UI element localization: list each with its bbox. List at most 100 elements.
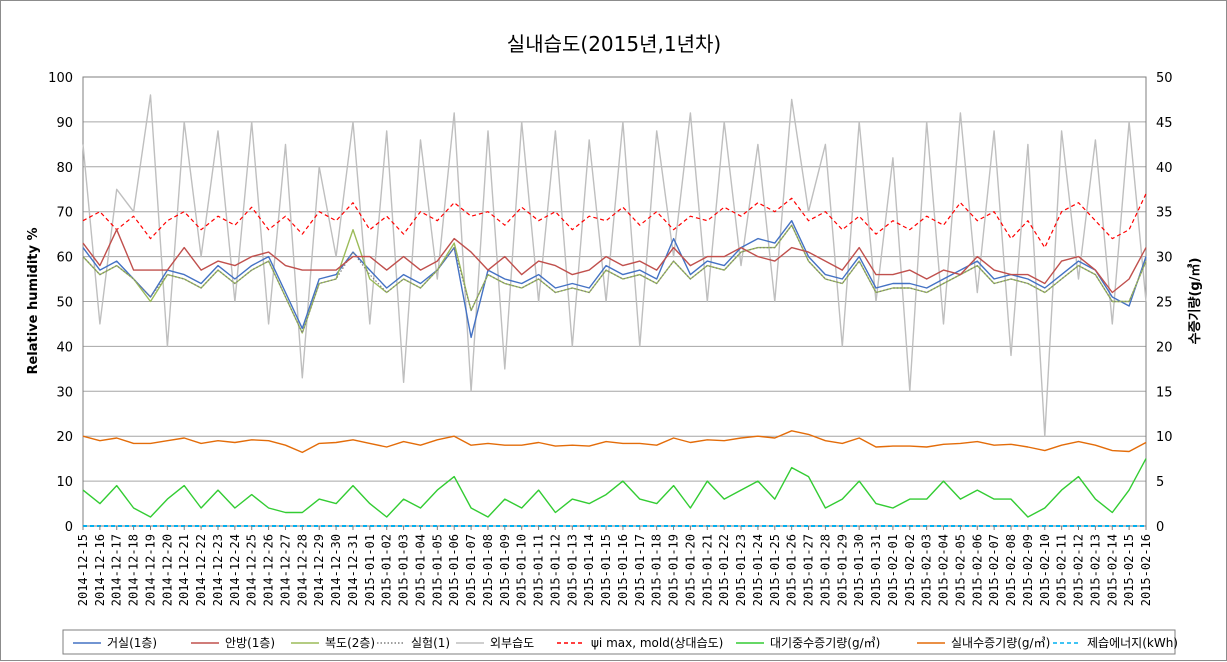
- x-tick-label: 2015-02-14: [1105, 534, 1119, 606]
- x-axis-ticks: 2014-12-15 2014-12-16 2014-12-17 2014-12-18…: [76, 526, 1153, 606]
- x-tick-label: 2014-12-30: [329, 534, 343, 606]
- y-axis-ticks: 0 10 20 30 40 50 60 70 80 90 100: [48, 71, 73, 535]
- y-axis-label: Relative humidity %: [26, 227, 41, 374]
- x-tick-label: 2015-02-15: [1122, 534, 1136, 606]
- x-tick-label: 2014-12-28: [295, 534, 309, 606]
- x-tick-label: 2015-01-10: [515, 534, 529, 606]
- x-tick-label: 2015-01-31: [869, 534, 883, 606]
- series-line: [82, 458, 1147, 518]
- y-tick-label: 20: [56, 430, 73, 445]
- y-tick-label: 80: [56, 161, 73, 176]
- y2-tick-label: 10: [1156, 430, 1173, 445]
- x-tick-label: 2014-12-24: [228, 534, 242, 606]
- y-tick-label: 90: [56, 116, 73, 131]
- series-line: [82, 229, 1147, 294]
- x-tick-label: 2015-01-14: [582, 534, 596, 606]
- y-tick-label: 10: [56, 475, 73, 490]
- x-tick-label: 2015-02-10: [1038, 534, 1052, 606]
- x-tick-label: 2014-12-27: [278, 534, 292, 606]
- x-tick-label: 2014-12-20: [160, 534, 174, 606]
- series-line: [82, 224, 1147, 334]
- x-tick-label: 2014-12-23: [211, 534, 225, 606]
- x-tick-label: 2015-01-09: [498, 534, 512, 606]
- x-tick-label: 2015-01-03: [397, 534, 411, 606]
- x-tick-label: 2015-01-11: [532, 534, 546, 606]
- legend-box: [62, 629, 1176, 655]
- x-tick-label: 2015-01-05: [430, 534, 444, 606]
- legend-label: 제습에너지(kWh): [1087, 636, 1178, 650]
- y-tick-label: 50: [56, 296, 73, 311]
- x-tick-label: 2015-02-05: [953, 534, 967, 606]
- y2-tick-label: 35: [1156, 206, 1173, 221]
- x-tick-label: 2015-01-30: [852, 534, 866, 606]
- y2-tick-label: 0: [1156, 520, 1164, 535]
- x-tick-label: 2015-01-08: [481, 534, 495, 606]
- y2-tick-label: 15: [1156, 385, 1173, 400]
- y2-tick-label: 20: [1156, 340, 1173, 355]
- x-tick-label: 2014-12-21: [177, 534, 191, 606]
- x-tick-label: 2015-02-06: [970, 534, 984, 606]
- x-tick-label: 2015-01-13: [565, 534, 579, 606]
- y2-tick-label: 5: [1156, 475, 1164, 490]
- x-tick-label: 2015-01-18: [650, 534, 664, 606]
- y-tick-label: 70: [56, 206, 73, 221]
- x-tick-label: 2015-01-21: [700, 534, 714, 606]
- x-tick-label: 2015-01-17: [633, 534, 647, 606]
- legend-label: ψi max, mold(상대습도): [591, 636, 723, 650]
- x-tick-label: 2015-01-02: [380, 534, 394, 606]
- y2-axis-ticks: 0 5 10 15 20 25 30 35 40 45 50: [1156, 71, 1173, 535]
- x-tick-label: 2014-12-26: [262, 534, 276, 606]
- legend-label: 대기중수증기량(g/㎥): [770, 636, 880, 650]
- x-tick-label: 2015-01-22: [717, 534, 731, 606]
- y-tick-label: 100: [48, 71, 73, 86]
- x-tick-label: 2014-12-15: [76, 534, 90, 606]
- legend-label: 실내수증기량(g/㎥): [951, 636, 1050, 650]
- legend-label: 실험(1): [411, 636, 450, 650]
- x-tick-label: 2015-01-12: [548, 534, 562, 606]
- x-tick-label: 2015-01-15: [599, 534, 613, 606]
- gridlines: [83, 76, 1146, 527]
- x-tick-label: 2015-02-08: [1004, 534, 1018, 606]
- x-tick-label: 2015-01-26: [785, 534, 799, 606]
- x-tick-label: 2015-01-19: [667, 534, 681, 606]
- y-tick-label: 40: [56, 340, 73, 355]
- y-tick-label: 0: [65, 520, 73, 535]
- legend-label: 안방(1층): [225, 636, 275, 650]
- series-line: [82, 220, 1147, 339]
- x-tick-label: 2015-02-01: [886, 534, 900, 606]
- x-tick-label: 2015-02-11: [1055, 534, 1069, 606]
- x-tick-label: 2015-01-29: [835, 534, 849, 606]
- x-tick-label: 2015-01-24: [751, 534, 765, 606]
- x-tick-label: 2014-12-31: [346, 534, 360, 606]
- y2-tick-label: 45: [1156, 116, 1173, 131]
- y-tick-label: 60: [56, 251, 73, 266]
- legend-label: 복도(2층): [325, 636, 375, 650]
- series-line: [82, 224, 1147, 334]
- x-tick-label: 2014-12-19: [143, 534, 157, 606]
- x-tick-label: 2015-02-16: [1139, 534, 1153, 606]
- x-tick-label: 2015-02-13: [1088, 534, 1102, 606]
- x-tick-label: 2015-01-27: [802, 534, 816, 606]
- x-tick-label: 2014-12-22: [194, 534, 208, 606]
- x-tick-label: 2014-12-29: [312, 534, 326, 606]
- x-tick-label: 2015-02-04: [937, 534, 951, 606]
- series-line: [82, 94, 1147, 437]
- y-tick-label: 30: [56, 385, 73, 400]
- x-tick-label: 2014-12-16: [93, 534, 107, 606]
- y2-tick-label: 50: [1156, 71, 1173, 86]
- x-tick-label: 2015-02-09: [1021, 534, 1035, 606]
- x-tick-label: 2015-02-02: [903, 534, 917, 606]
- x-tick-label: 2014-12-18: [127, 534, 141, 606]
- x-tick-label: 2015-02-07: [987, 534, 1001, 606]
- x-tick-label: 2014-12-17: [110, 534, 124, 606]
- x-tick-label: 2015-01-07: [464, 534, 478, 606]
- x-tick-label: 2014-12-25: [245, 534, 259, 606]
- x-tick-label: 2015-01-20: [683, 534, 697, 606]
- x-tick-label: 2015-01-01: [363, 534, 377, 606]
- chart-title: 실내습도(2015년,1년차): [507, 32, 721, 56]
- x-tick-label: 2015-02-03: [920, 534, 934, 606]
- x-tick-label: 2015-01-04: [413, 534, 427, 606]
- x-tick-label: 2015-01-06: [447, 534, 461, 606]
